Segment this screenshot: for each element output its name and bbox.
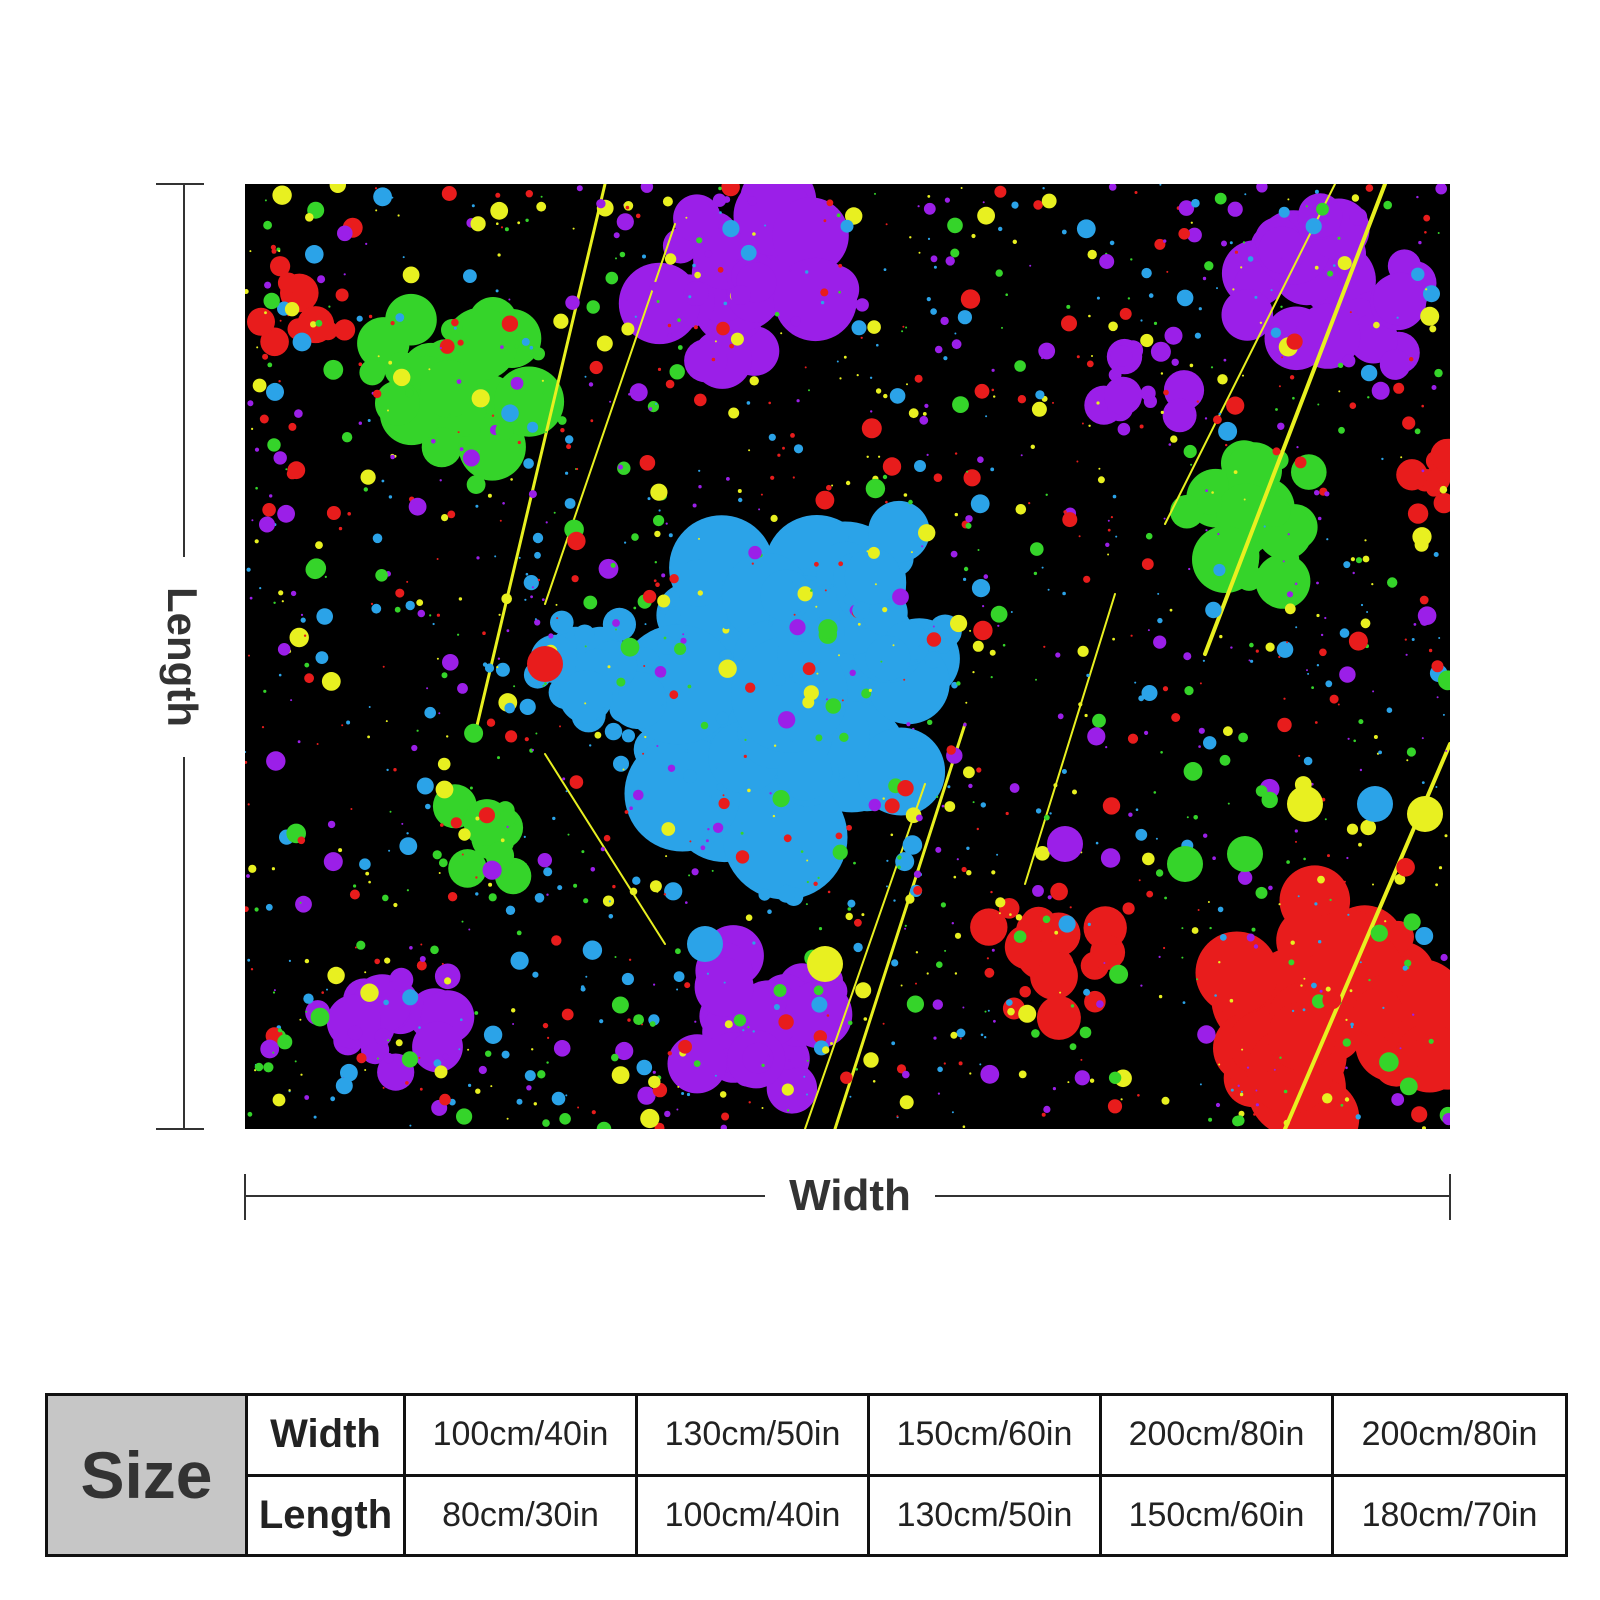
length-value: 80cm/30in: [403, 1473, 638, 1557]
length-value: 100cm/40in: [635, 1473, 870, 1557]
length-line-bottom: [183, 757, 185, 1129]
length-value: 150cm/60in: [1099, 1473, 1334, 1557]
length-line-top: [183, 184, 185, 557]
width-value: 150cm/60in: [867, 1393, 1102, 1477]
width-line-left: [245, 1195, 765, 1197]
length-bottom-cap: [156, 1128, 204, 1130]
length-value: 130cm/50in: [867, 1473, 1102, 1557]
size-table: Size Width 100cm/40in 130cm/50in 150cm/6…: [45, 1393, 1568, 1557]
row-label-length: Length: [245, 1473, 406, 1557]
width-left-cap: [244, 1174, 246, 1220]
row-label-width: Width: [245, 1393, 406, 1477]
width-value: 100cm/40in: [403, 1393, 638, 1477]
width-label: Width: [789, 1171, 911, 1220]
width-value: 200cm/80in: [1099, 1393, 1334, 1477]
length-top-cap: [156, 183, 204, 185]
paint-splatter-image: [245, 184, 1450, 1129]
length-value: 180cm/70in: [1331, 1473, 1568, 1557]
size-header: Size: [45, 1393, 248, 1557]
width-right-cap: [1449, 1174, 1451, 1220]
size-row-length: Length 80cm/30in 100cm/40in 130cm/50in 1…: [47, 1473, 1568, 1557]
width-value: 130cm/50in: [635, 1393, 870, 1477]
length-label: Length: [159, 587, 206, 727]
width-line-right: [935, 1195, 1450, 1197]
width-value: 200cm/80in: [1331, 1393, 1568, 1477]
size-row-width: Size Width 100cm/40in 130cm/50in 150cm/6…: [45, 1393, 1568, 1557]
